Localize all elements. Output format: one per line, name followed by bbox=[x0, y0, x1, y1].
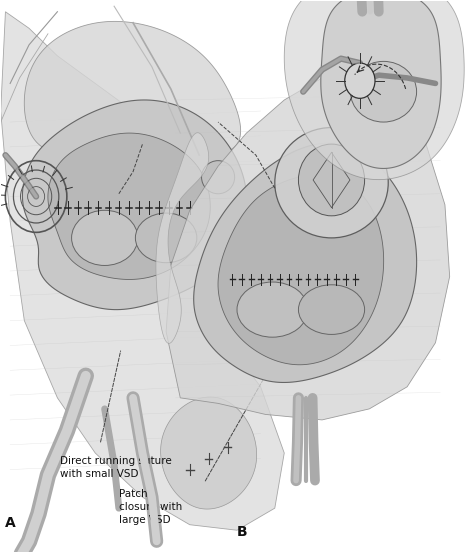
Polygon shape bbox=[161, 397, 256, 509]
Polygon shape bbox=[24, 22, 241, 155]
Polygon shape bbox=[48, 133, 210, 279]
Polygon shape bbox=[166, 78, 450, 420]
Text: A: A bbox=[5, 517, 16, 530]
Text: C: C bbox=[282, 174, 292, 189]
Ellipse shape bbox=[275, 128, 388, 238]
Text: RCA relocated
anteriorly: RCA relocated anteriorly bbox=[324, 210, 398, 233]
Polygon shape bbox=[218, 175, 383, 365]
Polygon shape bbox=[194, 143, 417, 383]
Ellipse shape bbox=[299, 144, 365, 216]
Text: Patch
closure with
large VSD: Patch closure with large VSD bbox=[119, 489, 182, 525]
Polygon shape bbox=[0, 12, 284, 530]
Ellipse shape bbox=[72, 210, 138, 265]
Text: Direct running suture
with small VSD: Direct running suture with small VSD bbox=[60, 456, 172, 479]
Polygon shape bbox=[156, 133, 209, 343]
Polygon shape bbox=[321, 0, 441, 169]
Ellipse shape bbox=[201, 161, 235, 194]
Polygon shape bbox=[22, 100, 247, 310]
Polygon shape bbox=[284, 0, 464, 180]
Circle shape bbox=[345, 63, 375, 98]
Ellipse shape bbox=[237, 282, 308, 337]
Ellipse shape bbox=[299, 285, 365, 335]
Ellipse shape bbox=[136, 213, 197, 263]
Ellipse shape bbox=[350, 61, 417, 122]
Text: B: B bbox=[237, 524, 247, 539]
